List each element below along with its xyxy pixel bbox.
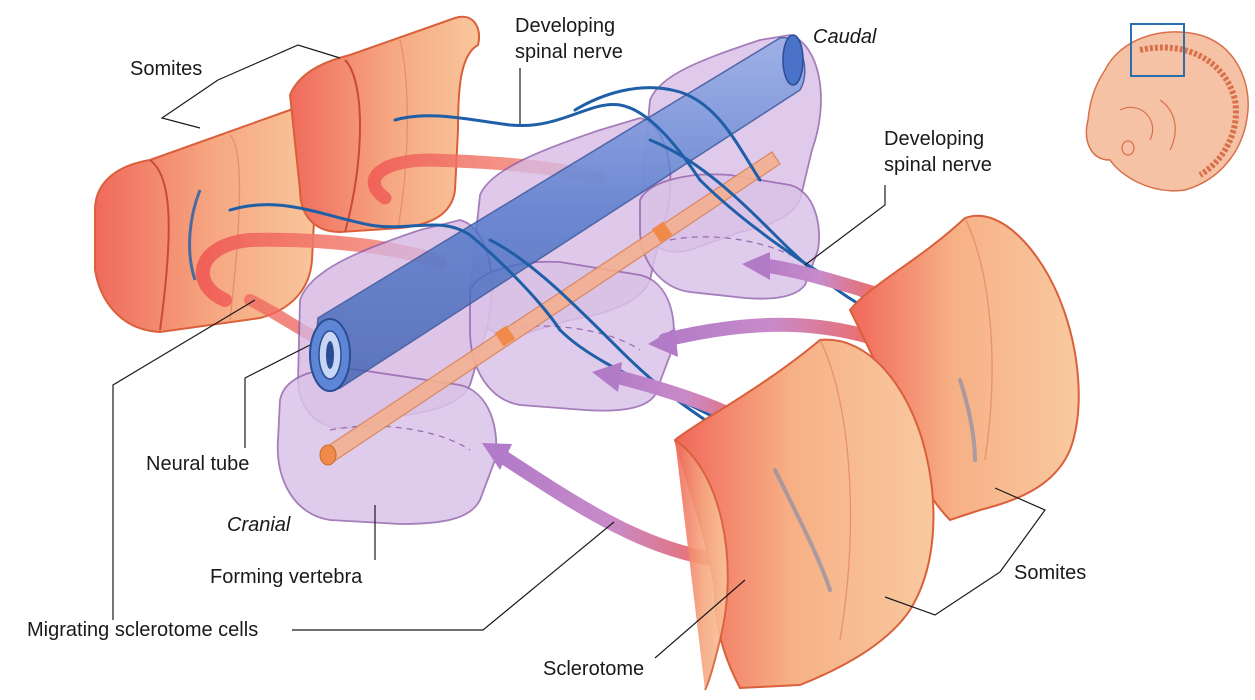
developing-spinal-nerve-top-label-line2: spinal nerve <box>515 41 623 63</box>
left-somite-front <box>94 108 320 334</box>
somites-top-label: Somites <box>130 58 203 80</box>
somites-right-label: Somites <box>1014 562 1087 584</box>
developing-spinal-nerve-top-label-line1: Developing <box>515 15 616 37</box>
sclerotome-label: Sclerotome <box>543 658 645 680</box>
neural-tube-label: Neural tube <box>146 453 250 475</box>
notochord <box>319 151 781 466</box>
caudal-label: Caudal <box>813 26 877 48</box>
right-somite-front <box>673 338 935 691</box>
inset-frame <box>1130 23 1185 77</box>
developing-spinal-nerve-right-label-line2: spinal nerve <box>884 154 992 176</box>
forming-vertebra-label: Forming vertebra <box>210 566 363 588</box>
cranial-label: Cranial <box>227 514 291 536</box>
neural-tube <box>309 34 806 392</box>
embryo-inset <box>1085 23 1249 192</box>
developing-spinal-nerve-right-label-line1: Developing <box>884 128 985 150</box>
left-somite-back <box>288 15 480 234</box>
migrating-sclerotome-cells-label: Migrating sclerotome cells <box>27 619 259 641</box>
leader-lines <box>112 44 1046 659</box>
